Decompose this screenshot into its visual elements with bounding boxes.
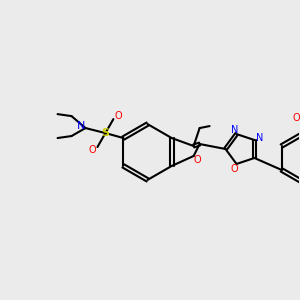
Text: O: O (194, 155, 201, 165)
Text: N: N (256, 133, 263, 143)
Text: N: N (231, 125, 238, 135)
Text: N: N (77, 121, 86, 131)
Text: O: O (115, 111, 122, 121)
Text: O: O (292, 113, 300, 123)
Text: O: O (231, 164, 238, 174)
Text: S: S (101, 128, 110, 138)
Text: O: O (88, 145, 96, 155)
